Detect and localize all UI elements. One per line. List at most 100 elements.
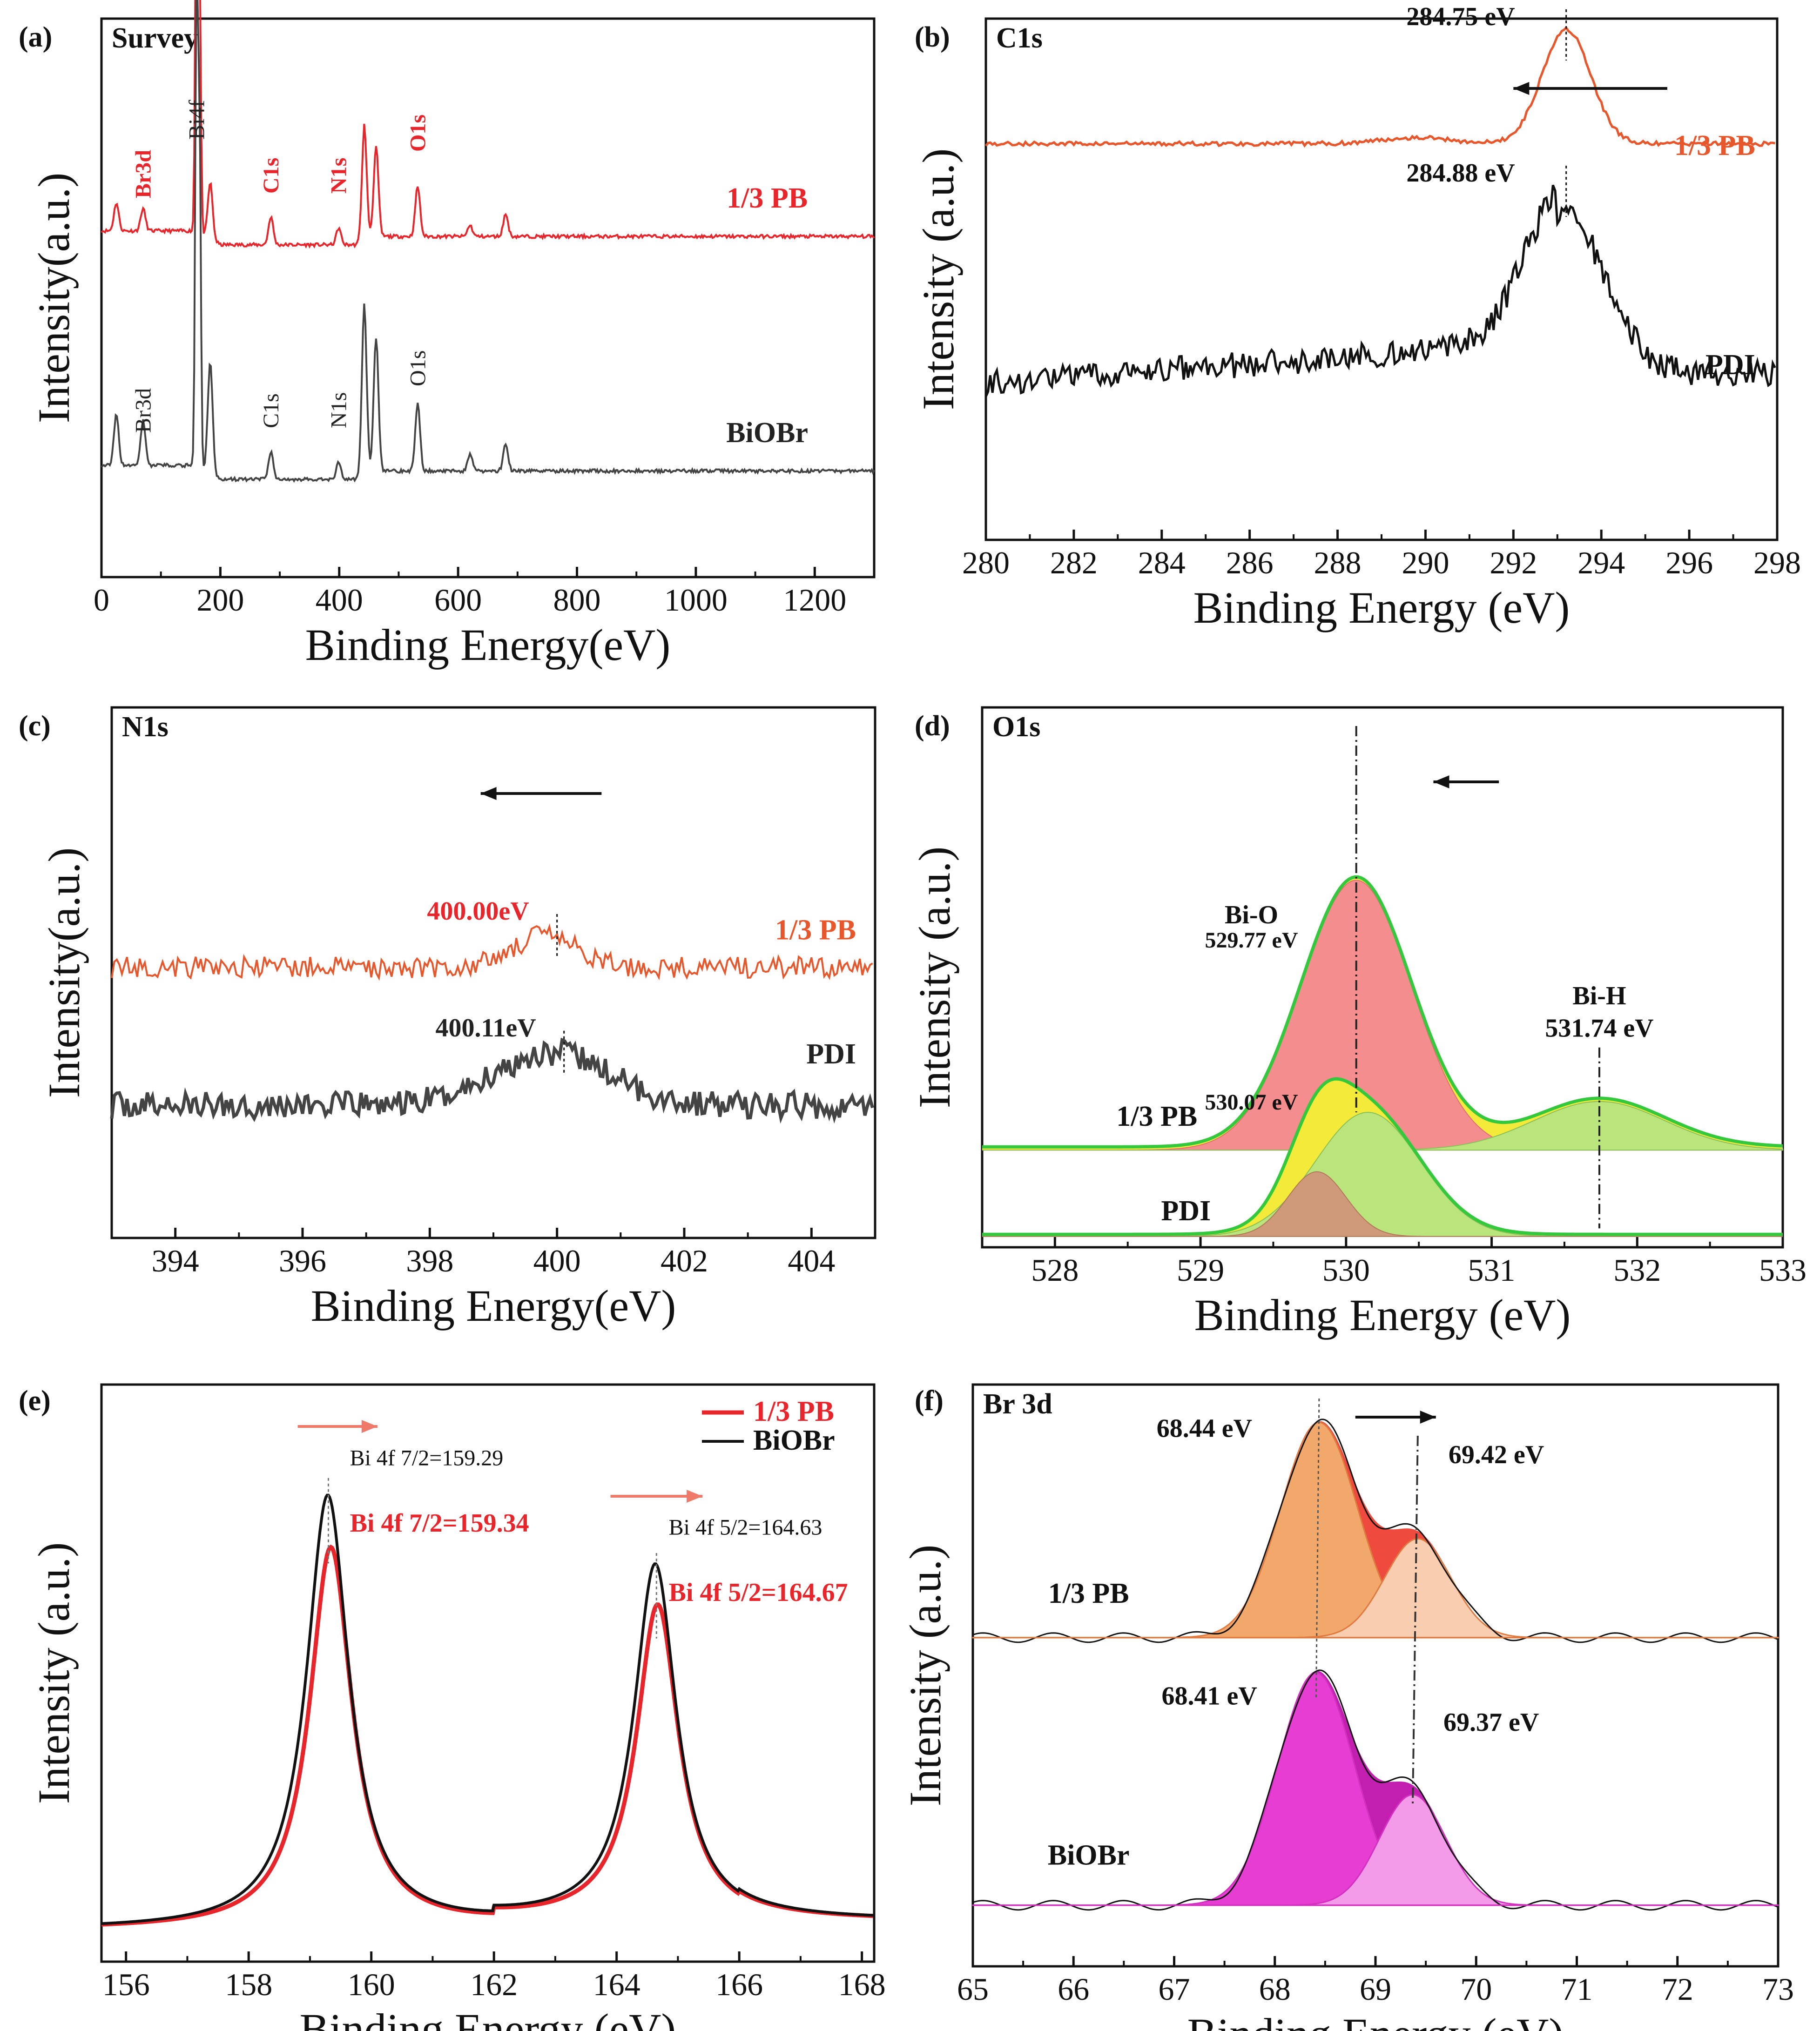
peak-value-label: 400.11eV [435,1014,536,1042]
x-tick-label: 160 [348,1967,395,2002]
series-line-pb [111,923,873,981]
series-label: 1/3 PB [727,182,808,214]
panel-label: (e) [19,1385,51,1417]
series-label: 1/3 PB [775,915,856,946]
x-tick-label: 166 [715,1967,763,2002]
x-tick-label: 294 [1577,545,1625,580]
peak-label: C1s [259,393,283,428]
panel-label: (f) [915,1385,944,1417]
component-pdi-1 [982,1171,1783,1237]
x-tick-label: 530 [1322,1252,1370,1288]
peak-value-label: 68.44 eV [1157,1414,1252,1443]
x-axis-title: Binding Energy (eV) [1194,1290,1571,1340]
x-tick-label: 164 [593,1967,640,2002]
peak-annotation: Bi 4f 5/2=164.67 [669,1578,848,1607]
series-line-pdi [984,184,1776,397]
peak-value-label: 284.75 eV [1406,2,1515,31]
x-tick-label: 296 [1665,545,1713,580]
panel-label: (c) [19,710,51,742]
panel-a: 0 200 400 600 800 1000 1200 Binding Energy(eV) I… [19,0,876,670]
panel-b: 280 282 284 286 288 290 292 294 296 298 Binding En… [913,2,1801,632]
panel-e: 156 158 160 162 164 166 168 Binding Energy (eV)… [19,1383,886,2031]
y-axis-title: Intensity (a.u.) [910,847,959,1109]
x-tick-label: 73 [1762,1971,1794,2007]
series-line-biobr [101,1493,873,1925]
plot-frame-b [984,17,1779,541]
x-axis-title: Binding Energy (eV) [300,2004,676,2031]
peak-value-label: 284.88 eV [1406,159,1515,188]
panel-c: 394 396 398 400 402 404 Binding Energy(eV) Inte… [19,706,876,1331]
x-tick-label: 286 [1226,545,1274,580]
x-tick-label: 531 [1468,1252,1516,1288]
peak-label: O1s [405,350,430,386]
x-tick-label: 398 [406,1243,453,1278]
series-line-biobr [101,0,875,483]
legend-label: BiOBr [753,1425,835,1456]
x-tick-label: 404 [788,1243,835,1278]
x-axis-title: Binding Energy(eV) [305,620,671,670]
x-tick-label: 298 [1753,545,1801,580]
component-value: 531.74 eV [1545,1014,1653,1043]
shift-arrow-right-head [361,1420,377,1433]
x-tick-label: 800 [553,582,601,618]
panel-label: (d) [915,710,950,742]
series-label: PDI [1161,1195,1211,1227]
peak-label: Bi4f [184,100,209,140]
panel-title: O1s [992,711,1040,743]
x-tick-label: 70 [1460,1971,1492,2007]
plot-frame-c [110,706,876,1239]
component-label: Bi-O [1225,901,1278,929]
x-tick-label: 68 [1259,1971,1291,2007]
x-tick-label: 394 [152,1243,199,1278]
x-tick-label: 292 [1490,545,1537,580]
panel-title: Survey [112,22,198,54]
x-tick-label: 200 [196,582,244,618]
x-tick-label: 158 [225,1967,272,2002]
series-label: BiOBr [1048,1839,1130,1871]
x-tick-label: 400 [533,1243,581,1278]
x-tick-label: 162 [470,1967,518,2002]
x-tick-label: 284 [1138,545,1186,580]
x-tick-label: 1000 [664,582,728,618]
y-axis-title: Intensity (a.u.) [900,1545,950,1807]
series-label: BiOBr [726,417,808,449]
peak-value-label: 69.42 eV [1449,1440,1544,1469]
peak-annotation: Bi 4f 5/2=164.63 [669,1515,822,1540]
x-tick-label: 69 [1360,1971,1391,2007]
peak-label: C1s [259,158,283,194]
series-label: PDI [806,1038,856,1070]
series-line-pb [985,26,1775,148]
series-label: 1/3 PB [1048,1578,1129,1609]
x-tick-label: 400 [316,582,363,618]
guide-line-3d32 [1412,1435,1419,1804]
x-tick-label: 288 [1314,545,1362,580]
panel-f: 65 66 67 68 69 70 71 72 73 Binding Energy (eV) Int… [900,1383,1794,2031]
x-axis-title: Binding Energy (eV) [1187,2009,1564,2031]
component-value: 529.77 eV [1205,928,1298,953]
y-axis-title: Intensity(a.u.) [39,847,89,1098]
x-tick-label: 600 [434,582,482,618]
peak-label: Br3d [131,150,155,198]
peak-annotation: Bi 4f 7/2=159.29 [350,1446,504,1471]
panel-title: N1s [122,711,169,743]
peak-value-label: 400.00eV [427,897,529,926]
x-tick-label: 0 [94,582,109,618]
component-label: Bi-H [1572,982,1626,1010]
shift-arrow-left-head [480,787,497,800]
series-label: 1/3 PB [1116,1101,1197,1132]
y-axis-title: Intensity(a.u.) [29,173,79,424]
peak-label: Br3d [131,388,155,433]
shift-arrow-left-head [1433,775,1449,788]
series-line-pb [101,0,875,249]
legend-label: 1/3 PB [753,1396,834,1427]
peak-label: N1s [326,158,351,194]
series-line-pdi [110,1037,874,1124]
peak-annotation: Bi 4f 7/2=159.34 [350,1509,529,1538]
series-label: 1/3 PB [1674,130,1755,161]
x-tick-label: 67 [1159,1971,1190,2007]
x-tick-label: 533 [1759,1252,1807,1288]
x-tick-label: 1200 [783,582,846,618]
x-tick-label: 529 [1177,1252,1224,1288]
plot-frame-d [981,706,1784,1249]
